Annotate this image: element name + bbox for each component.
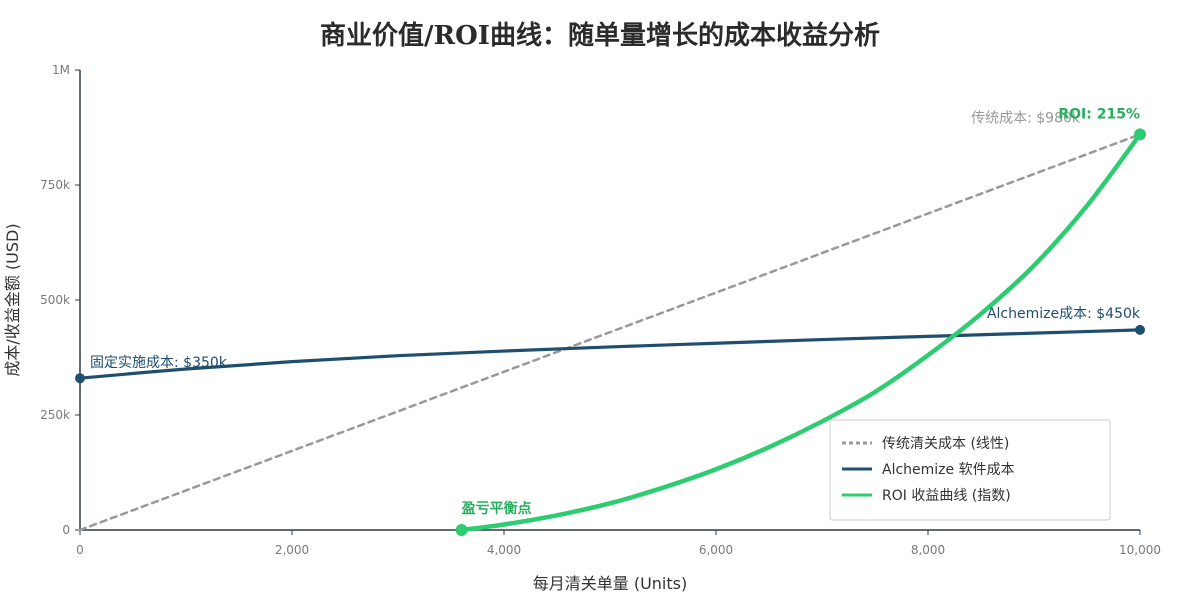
annotation-label: ROI: 215% [1058,106,1140,122]
chart-title: 商业价值/ROI曲线：随单量增长的成本收益分析 [320,20,880,51]
annotation-label: 盈亏平衡点 [461,500,532,517]
point-marker [75,373,85,384]
annotation-label: Alchemize成本: $450k [987,306,1141,322]
y-tick-label: 0 [62,523,70,537]
series-line-2 [78,328,1142,380]
y-axis-label: 成本/收益金额 (USD) [3,223,22,376]
legend-label: Alchemize 软件成本 [882,462,1015,478]
x-tick-label: 2,000 [275,543,309,557]
point-marker [1135,324,1145,335]
legend-box [829,419,1111,521]
x-tick-label: 8,000 [911,543,945,557]
point-marker [455,524,468,536]
y-tick-label: 500k [40,293,70,307]
y-tick-label: 1M [52,63,70,77]
x-axis-ticks: 0 2,000 4,000 6,000 8,000 10,000 [76,530,1161,557]
y-tick-label: 250k [40,408,70,422]
x-tick-label: 6,000 [699,543,733,557]
x-axis-label: 每月清关单量 (Units) [533,574,687,593]
marker-layer [75,128,1146,536]
annotation-layer: 固定实施成本: $350k Alchemize成本: $450k 传统成本: $98… [90,106,1141,517]
series-line-1 [78,133,1142,532]
y-axis-ticks: 0 250k 500k 750k 1M [40,63,80,537]
point-marker [1134,128,1146,141]
series-layer [78,132,1143,533]
series-line-3 [459,132,1143,533]
annotation-label: 固定实施成本: $350k [90,355,228,371]
legend-label: ROI 收益曲线 (指数) [882,488,1011,504]
x-tick-label: 10,000 [1119,543,1161,557]
x-tick-label: 4,000 [487,543,521,557]
legend: 传统清关成本 (线性) Alchemize 软件成本 ROI 收益曲线 (指数) [829,419,1111,521]
x-tick-label: 0 [76,543,84,557]
legend-label: 传统清关成本 (线性) [882,436,1009,452]
annotation-label: 传统成本: $980k [971,110,1081,126]
y-tick-label: 750k [40,178,70,192]
